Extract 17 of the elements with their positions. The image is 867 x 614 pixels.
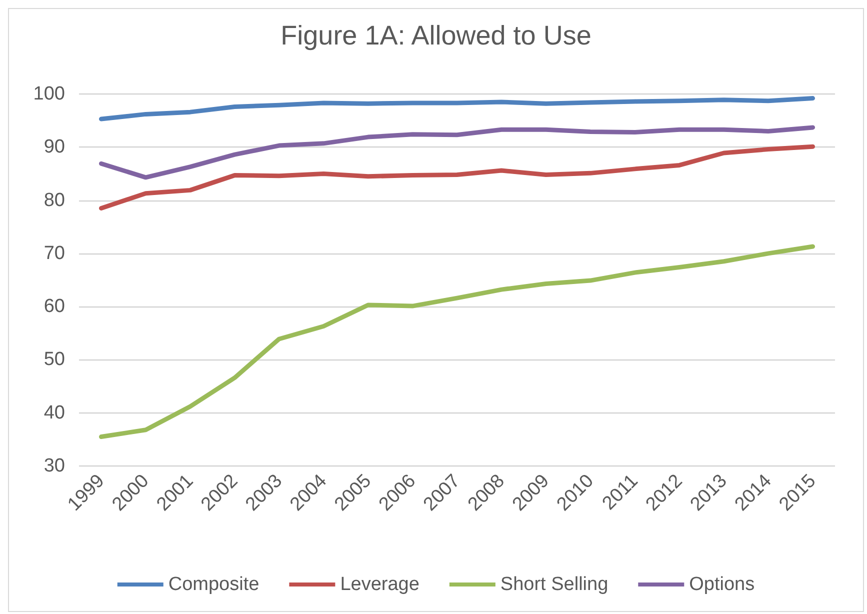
y-tick-label: 80 — [44, 190, 65, 211]
legend-label: Short Selling — [500, 574, 608, 595]
y-tick-label: 50 — [44, 349, 65, 370]
y-tick-label: 30 — [44, 456, 65, 476]
legend-label: Options — [689, 574, 755, 595]
line-series — [98, 144, 816, 211]
chart-title: Figure 1A: Allowed to Use — [280, 20, 592, 50]
line-series — [98, 96, 816, 122]
y-tick-label: 40 — [44, 402, 65, 424]
legend-label: Composite — [168, 574, 260, 595]
line-series — [98, 244, 816, 440]
y-tick-label: 100 — [33, 84, 65, 104]
y-tick-label: 70 — [44, 242, 65, 264]
y-tick-label: 60 — [44, 296, 65, 318]
y-tick-label: 90 — [44, 136, 65, 158]
line-series — [98, 125, 816, 180]
legend-label: Leverage — [340, 574, 420, 595]
